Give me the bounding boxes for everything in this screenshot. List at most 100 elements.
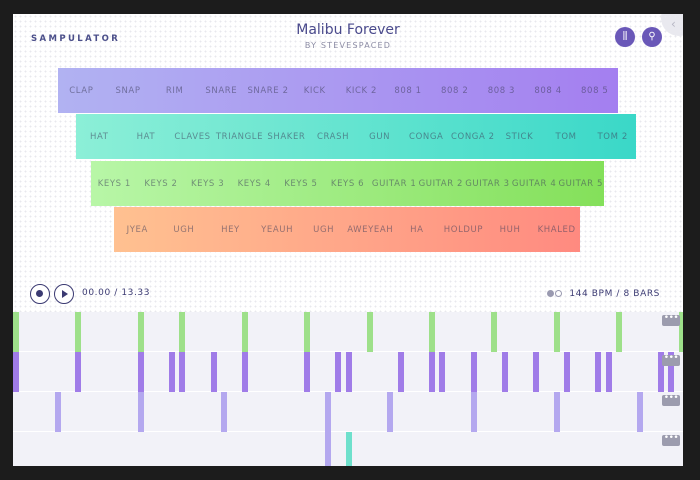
sample-pad[interactable]: KEYS 4	[230, 161, 278, 206]
active-step[interactable]	[335, 352, 341, 392]
page-dot[interactable]	[555, 290, 562, 297]
sample-pad[interactable]: 808 2	[431, 68, 479, 113]
active-step[interactable]	[668, 352, 674, 392]
active-step[interactable]	[346, 352, 352, 392]
sample-pad[interactable]: GUITAR 5	[557, 161, 605, 206]
sample-pad[interactable]: SNAP	[104, 68, 152, 113]
sample-pad[interactable]: STICK	[496, 114, 543, 159]
active-step[interactable]	[429, 352, 435, 392]
active-step[interactable]	[242, 312, 248, 352]
active-step[interactable]	[387, 392, 393, 432]
active-step[interactable]	[304, 352, 310, 392]
sample-pad[interactable]: RIM	[151, 68, 199, 113]
active-step[interactable]	[502, 352, 508, 392]
track-options-button[interactable]: •••	[662, 394, 680, 406]
active-step[interactable]	[606, 352, 612, 392]
sample-pad[interactable]: SNARE 2	[244, 68, 292, 113]
sample-pad[interactable]: HUH	[486, 207, 534, 252]
sample-pad[interactable]: KICK	[291, 68, 339, 113]
sample-pad[interactable]: TRIANGLE	[215, 114, 264, 159]
track-options-button[interactable]: •••	[662, 314, 680, 326]
active-step[interactable]	[55, 392, 61, 432]
active-step[interactable]	[533, 352, 539, 392]
sample-pad[interactable]: KEYS 6	[324, 161, 371, 206]
active-step[interactable]	[211, 352, 217, 392]
active-step[interactable]	[439, 352, 445, 392]
sample-pad[interactable]: CONGA	[402, 114, 450, 159]
track-options-button[interactable]: •••	[662, 354, 680, 366]
sample-pad[interactable]: HAT	[122, 114, 170, 159]
sample-pad[interactable]: SNARE	[198, 68, 245, 113]
play-button[interactable]	[54, 284, 74, 304]
sample-pad[interactable]: HA	[393, 207, 441, 252]
sample-pad[interactable]: UGH	[160, 207, 208, 252]
sample-pad[interactable]: TOM 2	[589, 114, 636, 159]
active-step[interactable]	[429, 312, 435, 352]
sample-pad[interactable]: HOLDUP	[440, 207, 487, 252]
sample-pad[interactable]: KEYS 2	[137, 161, 185, 206]
active-step[interactable]	[75, 312, 81, 352]
sample-pad[interactable]: GUITAR 2	[417, 161, 465, 206]
active-step[interactable]	[679, 312, 683, 352]
sample-pad[interactable]: 808 1	[384, 68, 432, 113]
active-step[interactable]	[242, 352, 248, 392]
stop-button[interactable]	[30, 284, 50, 304]
active-step[interactable]	[491, 312, 497, 352]
page-dot-active[interactable]	[547, 290, 554, 297]
sample-pad[interactable]: KEYS 3	[184, 161, 231, 206]
active-step[interactable]	[13, 312, 19, 352]
sample-pad[interactable]: GUITAR 4	[510, 161, 558, 206]
key-button[interactable]: ⚲	[642, 27, 662, 47]
active-step[interactable]	[471, 392, 477, 432]
active-step[interactable]	[179, 352, 185, 392]
active-step[interactable]	[564, 352, 570, 392]
sample-pad[interactable]: 808 3	[478, 68, 525, 113]
sample-pad[interactable]: UGH	[300, 207, 347, 252]
active-step[interactable]	[138, 392, 144, 432]
sample-pad[interactable]: GUITAR 3	[464, 161, 511, 206]
active-step[interactable]	[179, 312, 185, 352]
active-step[interactable]	[75, 352, 81, 392]
sample-pad[interactable]: CLAVES	[169, 114, 216, 159]
active-step[interactable]	[554, 312, 560, 352]
active-step[interactable]	[595, 352, 601, 392]
sample-pad[interactable]: KEYS 5	[277, 161, 325, 206]
sample-pad[interactable]: 808 5	[571, 68, 619, 113]
sample-pad[interactable]: SHAKER	[263, 114, 310, 159]
active-step[interactable]	[138, 352, 144, 392]
active-step[interactable]	[346, 432, 352, 466]
sample-pad[interactable]: GUITAR 1	[370, 161, 418, 206]
sample-pad[interactable]: CRASH	[309, 114, 357, 159]
sample-pad[interactable]: CLAP	[58, 68, 105, 113]
sample-pad[interactable]: CONGA 2	[449, 114, 497, 159]
sample-pad[interactable]: AWEYEAH	[346, 207, 394, 252]
sample-pad[interactable]: JYEA	[114, 207, 161, 252]
track-options-button[interactable]: •••	[662, 434, 680, 446]
sample-pad[interactable]: KHALED	[533, 207, 580, 252]
sample-pad[interactable]: 808 4	[524, 68, 572, 113]
active-step[interactable]	[471, 352, 477, 392]
page-indicator[interactable]	[546, 290, 562, 309]
active-step[interactable]	[616, 312, 622, 352]
active-step[interactable]	[637, 392, 643, 432]
active-step[interactable]	[138, 312, 144, 352]
back-button[interactable]: ‹	[661, 14, 683, 36]
active-step[interactable]	[398, 352, 404, 392]
sample-pad[interactable]: GUN	[356, 114, 403, 159]
active-step[interactable]	[13, 352, 19, 392]
active-step[interactable]	[554, 392, 560, 432]
active-step[interactable]	[325, 392, 331, 432]
active-step[interactable]	[221, 392, 227, 432]
active-step[interactable]	[658, 352, 664, 392]
sample-pad[interactable]: KICK 2	[338, 68, 385, 113]
active-step[interactable]	[325, 432, 331, 466]
sample-pad[interactable]: TOM	[542, 114, 590, 159]
sample-pad[interactable]: HEY	[207, 207, 254, 252]
active-step[interactable]	[367, 312, 373, 352]
sample-pad[interactable]: HAT	[76, 114, 123, 159]
sample-pad[interactable]: YEAUH	[253, 207, 301, 252]
active-step[interactable]	[169, 352, 175, 392]
waveform-button[interactable]: ⫼	[615, 27, 635, 47]
active-step[interactable]	[304, 312, 310, 352]
sample-pad[interactable]: KEYS 1	[91, 161, 138, 206]
